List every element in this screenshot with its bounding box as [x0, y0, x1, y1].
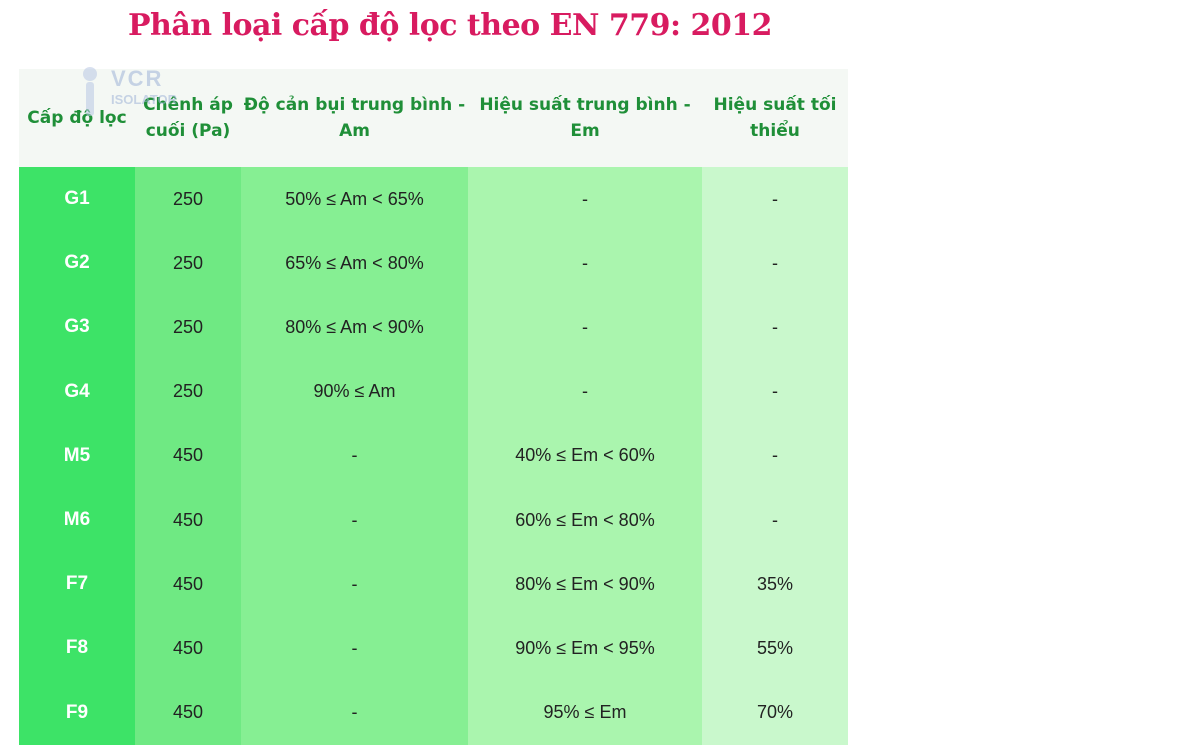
column-bg-average-efficiency [468, 167, 702, 745]
header-final-pressure: Chênh áp cuối (Pa) [143, 95, 233, 141]
cell-average-arrestance: 50% ≤ Am < 65% [285, 188, 424, 209]
table-row: M6 450 - 60% ≤ Em < 80% - [19, 488, 848, 552]
cell-filter-class: G3 [64, 316, 90, 338]
cell-filter-class: F8 [65, 637, 89, 659]
cell-final-pressure: 250 [172, 316, 204, 337]
cell-final-pressure: 450 [172, 509, 204, 530]
table-header: Cấp độ lọc Chênh áp cuối (Pa) Độ cản bụi… [19, 69, 848, 167]
cell-filter-class: G1 [64, 188, 90, 210]
cell-final-pressure: 250 [172, 188, 204, 209]
column-bg-average-arrestance [241, 167, 468, 745]
cell-final-pressure: 450 [172, 445, 204, 466]
header-filter-class: Cấp độ lọc [27, 108, 127, 128]
cell-filter-class: M6 [63, 509, 91, 531]
cell-minimum-efficiency: - [772, 188, 778, 209]
cell-average-arrestance: - [351, 509, 358, 530]
column-bg-minimum-efficiency [702, 167, 848, 745]
cell-final-pressure: 450 [172, 573, 204, 594]
cell-filter-class: F7 [65, 573, 89, 595]
cell-filter-class: M5 [63, 444, 91, 466]
cell-average-efficiency: 95% ≤ Em [543, 702, 627, 723]
cell-minimum-efficiency: - [772, 316, 778, 337]
cell-minimum-efficiency: - [772, 509, 778, 530]
cell-minimum-efficiency: - [772, 381, 778, 402]
cell-average-arrestance: - [351, 702, 358, 723]
cell-average-arrestance: - [351, 637, 358, 658]
cell-filter-class: G4 [64, 380, 90, 402]
table-row: M5 450 - 40% ≤ Em < 60% - [19, 424, 848, 488]
watermark-text: VCR [111, 66, 164, 91]
cell-minimum-efficiency: - [772, 445, 778, 466]
table-row: F7 450 - 80% ≤ Em < 90% 35% [19, 552, 848, 616]
header-minimum-efficiency: Hiệu suất tối thiểu [713, 95, 837, 141]
cell-filter-class: F9 [65, 701, 89, 723]
cell-average-efficiency: 40% ≤ Em < 60% [515, 445, 655, 466]
cell-final-pressure: 250 [172, 252, 204, 273]
table-row: G3 250 80% ≤ Am < 90% - - [19, 295, 848, 359]
table-row: F8 450 - 90% ≤ Em < 95% 55% [19, 616, 848, 680]
cell-minimum-efficiency: 70% [756, 702, 794, 723]
cell-minimum-efficiency: 55% [756, 637, 794, 658]
cell-average-efficiency: 80% ≤ Em < 90% [515, 573, 655, 594]
cell-minimum-efficiency: - [772, 252, 778, 273]
cell-average-efficiency: 60% ≤ Em < 80% [515, 509, 655, 530]
cell-average-arrestance: 65% ≤ Am < 80% [285, 252, 424, 273]
table-row: G1 250 50% ≤ Am < 65% - - [19, 167, 848, 231]
cell-average-efficiency: - [582, 381, 588, 402]
watermark-subtext: ISOLATOR [111, 92, 177, 107]
cell-average-arrestance: - [351, 445, 358, 466]
table-row: G2 250 65% ≤ Am < 80% - - [19, 231, 848, 295]
header-average-arrestance: Độ cản bụi trung bình - Am [243, 95, 466, 141]
cell-average-efficiency: - [582, 188, 588, 209]
cell-final-pressure: 450 [172, 637, 204, 658]
cell-final-pressure: 250 [172, 381, 204, 402]
cell-final-pressure: 450 [172, 702, 204, 723]
cell-minimum-efficiency: 35% [756, 573, 794, 594]
cell-average-efficiency: - [582, 252, 588, 273]
filter-class-table: Cấp độ lọc Chênh áp cuối (Pa) Độ cản bụi… [19, 69, 848, 745]
table-row: F9 450 - 95% ≤ Em 70% [19, 681, 848, 745]
cell-average-arrestance: 90% ≤ Am [313, 381, 396, 402]
table-body: G1 250 50% ≤ Am < 65% - - G2 250 65% ≤ Am < 80%… [19, 167, 848, 745]
column-bg-final-pressure [135, 167, 241, 745]
logo-icon [83, 67, 97, 116]
watermark-logo: VCR ISOLATOR [75, 64, 215, 124]
cell-average-arrestance: 80% ≤ Am < 90% [285, 316, 424, 337]
cell-average-arrestance: - [351, 573, 358, 594]
page-title: Phân loại cấp độ lọc theo EN 779: 2012 [128, 8, 773, 43]
header-average-efficiency: Hiệu suất trung bình - Em [479, 95, 691, 141]
cell-average-efficiency: - [582, 316, 588, 337]
table-row: G4 250 90% ≤ Am - - [19, 360, 848, 424]
column-bg-filter-class [19, 167, 135, 745]
cell-average-efficiency: 90% ≤ Em < 95% [515, 637, 655, 658]
cell-filter-class: G2 [64, 252, 90, 274]
